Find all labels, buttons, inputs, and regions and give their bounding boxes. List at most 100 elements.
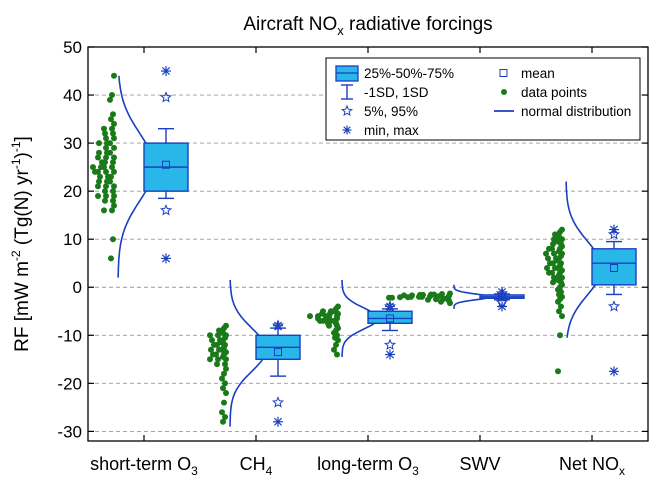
data-point bbox=[222, 414, 228, 420]
data-point bbox=[109, 164, 115, 171]
legend-item: data points bbox=[501, 85, 587, 100]
data-point bbox=[102, 130, 108, 137]
data-point bbox=[433, 296, 439, 303]
min-marker-d bbox=[385, 350, 395, 359]
data-point bbox=[109, 92, 115, 98]
legend-item: -1SD, 1SD bbox=[341, 84, 429, 100]
data-point bbox=[103, 144, 109, 151]
x-tick-label: long-term O3 bbox=[317, 454, 419, 478]
y-tick-label: -10 bbox=[57, 326, 82, 345]
legend-p5p95-marker bbox=[340, 104, 354, 117]
data-point bbox=[307, 313, 313, 320]
legend-label: mean bbox=[521, 66, 555, 81]
data-point bbox=[222, 380, 228, 387]
data-point bbox=[221, 370, 227, 377]
data-point bbox=[109, 207, 115, 214]
data-point bbox=[110, 197, 116, 204]
y-tick-label: 10 bbox=[63, 230, 82, 249]
data-point bbox=[104, 149, 110, 156]
plot-area bbox=[90, 66, 637, 427]
data-point bbox=[95, 183, 101, 190]
data-point bbox=[207, 356, 213, 363]
y-tick-label: 40 bbox=[63, 86, 82, 105]
legend-item: 25%-50%-75% bbox=[335, 65, 454, 82]
data-point bbox=[111, 144, 117, 151]
legend-label: normal distribution bbox=[521, 104, 631, 119]
data-point bbox=[111, 202, 117, 209]
data-point bbox=[222, 361, 228, 368]
data-point bbox=[220, 418, 226, 425]
data-point bbox=[96, 178, 102, 185]
category-group bbox=[386, 284, 525, 312]
data-point bbox=[207, 332, 213, 339]
data-point bbox=[335, 337, 341, 344]
data-point bbox=[90, 164, 96, 171]
data-point bbox=[557, 332, 563, 339]
data-point bbox=[111, 183, 117, 190]
data-point bbox=[102, 197, 108, 204]
data-point bbox=[97, 173, 103, 180]
data-point bbox=[110, 236, 116, 243]
min-marker-d bbox=[609, 367, 619, 376]
data-point bbox=[209, 337, 215, 344]
data-point bbox=[109, 125, 115, 132]
category-group bbox=[207, 279, 301, 427]
axes: -30 -20 -10 0 10 20 30 40 50 short-term O3 CH4 long… bbox=[57, 38, 649, 478]
x-tick-label: short-term O3 bbox=[90, 454, 198, 478]
y-tick-label: 20 bbox=[63, 182, 82, 201]
data-point bbox=[99, 159, 105, 166]
data-point bbox=[208, 346, 214, 353]
data-point bbox=[95, 193, 101, 199]
data-point bbox=[555, 298, 561, 305]
legend-minmax-marker-d bbox=[343, 126, 351, 134]
legend-item: 5%, 95% bbox=[340, 104, 418, 119]
data-point bbox=[220, 385, 226, 392]
data-point bbox=[110, 188, 116, 195]
max-marker-d bbox=[161, 67, 171, 76]
data-point bbox=[92, 168, 98, 175]
data-point bbox=[223, 365, 229, 372]
data-point bbox=[221, 399, 227, 406]
data-point bbox=[111, 72, 117, 79]
x-tick-label: SWV bbox=[459, 454, 500, 474]
data-point bbox=[447, 300, 453, 307]
data-point bbox=[105, 173, 111, 180]
chart-title: Aircraft NOx radiative forcings bbox=[243, 14, 492, 38]
data-point bbox=[103, 154, 109, 161]
legend-label: 25%-50%-75% bbox=[364, 66, 454, 81]
legend-item: min, max bbox=[342, 123, 419, 138]
y-axis-label: RF [mW m-2 (Tg(N) yr-1)-1] bbox=[9, 136, 33, 352]
data-point bbox=[98, 164, 104, 171]
category-group bbox=[307, 279, 413, 360]
data-point bbox=[438, 298, 444, 305]
x-tick-label: CH4 bbox=[240, 454, 273, 478]
data-point bbox=[111, 193, 117, 199]
mean-marker bbox=[162, 160, 170, 169]
data-point bbox=[96, 149, 102, 156]
data-point bbox=[96, 140, 102, 147]
data-point bbox=[111, 168, 117, 175]
data-point bbox=[219, 375, 225, 382]
data-point bbox=[416, 293, 422, 300]
category-group bbox=[543, 181, 637, 377]
data-point bbox=[334, 351, 340, 358]
data-point bbox=[405, 294, 411, 301]
category-group bbox=[90, 66, 189, 278]
data-point bbox=[547, 260, 553, 267]
data-point bbox=[101, 207, 107, 214]
data-point bbox=[551, 250, 557, 257]
data-point bbox=[108, 116, 114, 123]
box bbox=[591, 248, 637, 286]
data-point bbox=[107, 96, 113, 103]
data-point bbox=[550, 279, 556, 286]
data-point bbox=[317, 317, 323, 324]
data-point bbox=[103, 168, 109, 175]
data-point bbox=[556, 308, 562, 315]
data-point bbox=[111, 154, 117, 161]
p5-marker bbox=[159, 204, 173, 216]
legend-point-marker bbox=[501, 89, 507, 95]
data-point bbox=[215, 332, 221, 339]
y-tick-label: 0 bbox=[73, 278, 82, 297]
data-point bbox=[550, 241, 556, 247]
data-point bbox=[104, 140, 110, 147]
